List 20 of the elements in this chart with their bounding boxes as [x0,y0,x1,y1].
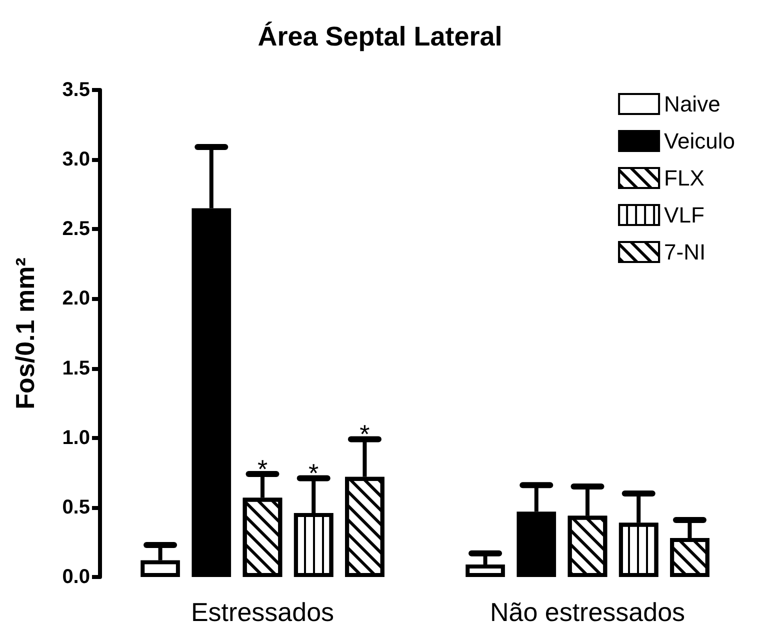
legend-label: FLX [664,166,705,190]
y-axis-title: Fos/0.1 mm² [10,257,40,410]
y-tick-label: 2.5 [62,218,90,240]
legend-label: VLF [664,202,704,228]
chart-title: Área Septal Lateral [258,22,502,52]
data-label: * [308,458,319,488]
x-tick-label: Não estressados [490,597,686,627]
y-tick-label: 3.0 [62,148,90,171]
data-label: * [257,454,268,484]
legend-label: Veiculo [664,128,736,154]
y-tick-label: 3.5 [62,79,90,101]
y-tick-label: 1.0 [62,426,90,449]
legend-label: 7-NI [664,240,706,264]
x-tick-label: Estressados [190,597,334,627]
y-tick-label: 2.0 [62,288,90,310]
y-tick-label: 0.0 [62,566,90,588]
y-tick-label: 1.5 [62,357,90,380]
y-tick-label: 0.5 [62,496,90,518]
legend-label: Naive [664,92,720,116]
data-label: * [360,419,370,450]
